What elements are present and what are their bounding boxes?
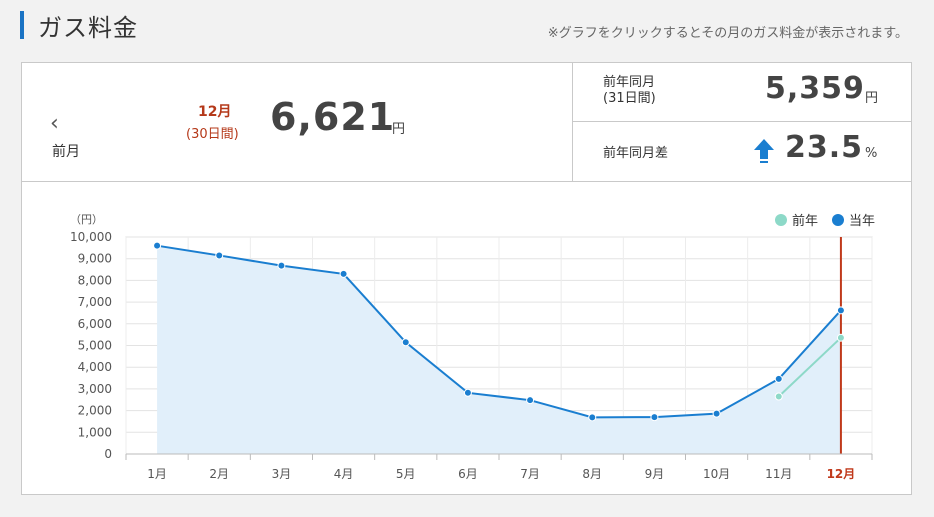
current-year-point[interactable]: [774, 374, 783, 383]
x-tick-label[interactable]: 8月: [582, 467, 602, 481]
previous-year-line: [778, 336, 842, 398]
current-year-point[interactable]: [153, 241, 162, 250]
selected-month: 12月: [198, 104, 232, 120]
y-axis-label: （円）: [70, 213, 103, 226]
last-year-panel: 前年同月 (31日間) 5,359 円: [573, 63, 911, 122]
current-year-point[interactable]: [215, 251, 224, 260]
current-month-panel: ‹ 前月 12月 (30日間) 6,621 円: [22, 63, 573, 181]
difference-unit: %: [865, 146, 878, 161]
current-year-point[interactable]: [588, 413, 597, 422]
instruction-note: ※グラフをクリックするとその月のガス料金が表示されます。: [547, 26, 908, 41]
difference-label: 前年同月差: [603, 146, 669, 161]
x-tick-label[interactable]: 7月: [520, 467, 540, 481]
legend-dot-current: [831, 213, 844, 226]
current-year-point[interactable]: [401, 338, 410, 347]
previous-year-point[interactable]: [774, 392, 783, 401]
y-tick-label: 6,000: [78, 317, 112, 331]
legend-label-previous: 前年: [791, 214, 818, 229]
x-tick-label[interactable]: 6月: [458, 467, 478, 481]
y-tick-label: 8,000: [78, 273, 112, 287]
previous-year-point[interactable]: [836, 333, 845, 342]
x-tick-label[interactable]: 10月: [703, 467, 730, 481]
last-year-unit: 円: [865, 91, 879, 106]
y-tick-label: 1,000: [78, 425, 112, 439]
last-year-label-line2: (31日間): [603, 91, 656, 106]
last-year-label-line1: 前年同月: [603, 75, 656, 90]
legend-dot-previous: [774, 213, 787, 226]
gas-fee-card: ‹ 前月 12月 (30日間) 6,621 円 前年同月 (31日間) 5,35…: [21, 62, 912, 495]
y-tick-label: 0: [104, 447, 112, 461]
current-year-point[interactable]: [339, 269, 348, 278]
current-year-line: [156, 244, 842, 419]
y-tick-label: 7,000: [78, 295, 112, 309]
current-year-point[interactable]: [712, 409, 721, 418]
y-tick-label: 9,000: [78, 252, 112, 266]
y-tick-label: 4,000: [78, 360, 112, 374]
x-tick-label[interactable]: 3月: [272, 467, 292, 481]
x-tick-label[interactable]: 11月: [765, 467, 792, 481]
current-amount: 6,621: [270, 95, 396, 139]
y-tick-label: 2,000: [78, 404, 112, 418]
arrow-up-icon: [754, 139, 774, 163]
summary-panel: ‹ 前月 12月 (30日間) 6,621 円 前年同月 (31日間) 5,35…: [22, 63, 911, 182]
y-tick-label: 5,000: [78, 339, 112, 353]
y-tick-label: 10,000: [70, 230, 112, 244]
current-year-point[interactable]: [277, 261, 286, 270]
x-tick-label[interactable]: 9月: [645, 467, 665, 481]
difference-value: 23.5: [785, 130, 864, 165]
x-tick-label[interactable]: 2月: [209, 467, 229, 481]
last-year-label: 前年同月 (31日間): [603, 75, 656, 107]
last-year-amount: 5,359: [765, 71, 865, 106]
legend-previous-year: 前年: [774, 210, 818, 229]
legend-current-year: 当年: [831, 210, 875, 229]
x-tick-label[interactable]: 12月: [827, 467, 856, 481]
current-year-point[interactable]: [836, 306, 845, 315]
x-tick-label[interactable]: 4月: [334, 467, 354, 481]
chart-legend: 前年 当年: [774, 210, 875, 229]
y-tick-label: 3,000: [78, 382, 112, 396]
title-accent-bar: [20, 11, 24, 39]
current-year-point[interactable]: [463, 388, 472, 397]
page-header: ガス料金: [20, 10, 138, 42]
billing-days: (30日間): [186, 127, 239, 142]
current-year-area: [157, 245, 841, 454]
legend-label-current: 当年: [848, 214, 875, 229]
chart-area: 前年 当年 10,000 9,000 8,000 7,000 6,000 5,000 4,0…: [22, 182, 911, 494]
x-tick-label[interactable]: 1月: [147, 467, 167, 481]
current-year-point[interactable]: [526, 396, 535, 405]
page-title: ガス料金: [38, 13, 138, 42]
previous-month-link[interactable]: 前月: [52, 144, 80, 160]
chevron-left-icon[interactable]: ‹: [50, 111, 59, 136]
x-tick-label[interactable]: 5月: [396, 467, 416, 481]
difference-panel: 前年同月差 23.5 %: [573, 122, 911, 181]
line-chart[interactable]: 10,000 9,000 8,000 7,000 6,000 5,000 4,000 3,00…: [22, 182, 911, 494]
current-amount-unit: 円: [392, 122, 406, 137]
current-year-point[interactable]: [650, 413, 659, 422]
